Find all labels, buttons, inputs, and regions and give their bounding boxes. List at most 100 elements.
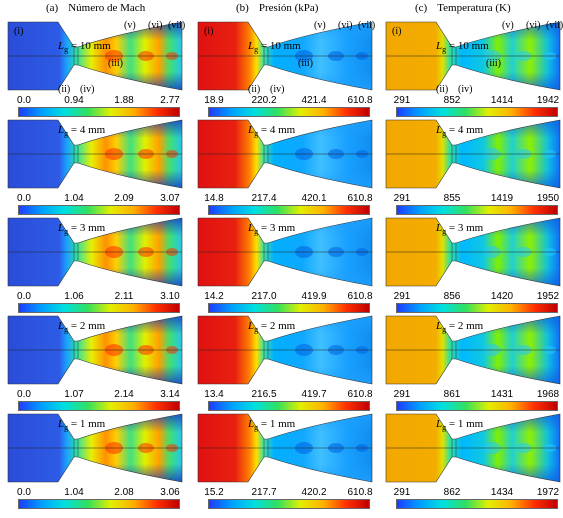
pressure-contour-panel — [196, 216, 374, 288]
nozzle-outline — [197, 119, 373, 189]
nozzle-outline — [7, 315, 183, 385]
colorbar-tick-label: 291 — [393, 291, 411, 302]
colorbar-tick-label: 2.77 — [160, 95, 180, 106]
colorbar-tick-label: 0.0 — [17, 389, 31, 400]
gap-length-label: Lg = 4 mm — [58, 124, 105, 138]
temperature-colorbar-ticks: 291 861 1431 1968 — [394, 389, 559, 400]
temperature-column-header: (c) Temperatura (K) — [415, 2, 511, 14]
colorbar-tick-label: 419.7 — [301, 389, 327, 400]
colorbar-tick-label: 610.8 — [347, 193, 373, 204]
annotation-v: (v) — [502, 20, 514, 31]
temperature-contour-plot — [385, 413, 561, 483]
annotation-vi: (vi) — [148, 20, 163, 31]
annotation-v: (v) — [124, 20, 136, 31]
annotation-v: (v) — [314, 20, 326, 31]
gap-length-value: = 3 mm — [448, 222, 484, 234]
gap-length-value: = 10 mm — [448, 40, 489, 52]
colorbar-tick-label: 2.08 — [114, 487, 134, 498]
gap-length-subscript: g — [442, 423, 447, 433]
colorbar-tick-label: 18.9 — [204, 95, 224, 106]
gap-length-subscript: g — [442, 45, 447, 55]
nozzle-outline — [7, 119, 183, 189]
gap-length-label: Lg = 10 mm — [58, 40, 111, 54]
colorbar-tick-label: 1431 — [490, 389, 514, 400]
colorbar-tick-label: 1972 — [536, 487, 560, 498]
mach-colorbar-ticks: 0.0 0.94 1.88 2.77 — [17, 95, 180, 106]
mach-contour-panel — [6, 412, 184, 484]
pressure-colorbar-ticks: 18.9 220.2 421.4 610.8 — [204, 95, 372, 106]
temperature-contour-panel — [384, 20, 562, 92]
annotation-i: (i) — [392, 26, 402, 37]
gap-length-subscript: g — [254, 129, 259, 139]
gap-length-symbol: L — [58, 320, 65, 332]
mach-column-title: Número de Mach — [68, 2, 146, 14]
temperature-column-title: Temperatura (K) — [437, 2, 511, 14]
temperature-contour-panel — [384, 118, 562, 190]
colorbar-tick-label: 3.07 — [160, 193, 180, 204]
nozzle-outline — [385, 217, 561, 287]
mach-contour-panel — [6, 314, 184, 386]
gap-length-symbol: L — [436, 320, 443, 332]
gap-length-subscript: g — [64, 45, 69, 55]
colorbar-tick-label: 861 — [443, 389, 461, 400]
gap-length-symbol: L — [436, 124, 443, 136]
pressure-column-title: Presión (kPa) — [258, 2, 319, 14]
gap-length-value: = 10 mm — [70, 40, 111, 52]
colorbar-tick-label: 1.07 — [64, 389, 84, 400]
colorbar-tick-label: 220.2 — [251, 95, 277, 106]
colorbar-tick-label: 610.8 — [347, 389, 373, 400]
colorbar-tick-label: 217.7 — [251, 487, 277, 498]
temperature-contour-plot — [385, 217, 561, 287]
annotation-i: (i) — [14, 26, 24, 37]
gap-length-value: = 2 mm — [448, 320, 484, 332]
temperature-colorbar — [396, 303, 558, 313]
colorbar-tick-label: 291 — [393, 193, 411, 204]
nozzle-outline — [7, 21, 183, 91]
pressure-colorbar — [208, 107, 370, 117]
colorbar-tick-label: 3.06 — [160, 487, 180, 498]
mach-contour-plot — [7, 21, 183, 91]
annotation-ii: (ii) — [436, 84, 449, 95]
colorbar-tick-label: 13.4 — [204, 389, 224, 400]
colorbar-tick-label: 610.8 — [347, 291, 373, 302]
colorbar-tick-label: 862 — [443, 487, 461, 498]
nozzle-outline — [197, 413, 373, 483]
colorbar-tick-label: 420.2 — [301, 487, 327, 498]
temperature-colorbar — [396, 205, 558, 215]
gap-length-subscript: g — [64, 129, 69, 139]
temperature-contour-panel — [384, 216, 562, 288]
mach-contour-plot — [7, 315, 183, 385]
nozzle-outline — [385, 315, 561, 385]
colorbar-tick-label: 419.9 — [301, 291, 327, 302]
mach-column-letter: (a) — [46, 2, 59, 14]
nozzle-outline — [7, 413, 183, 483]
temperature-colorbar — [396, 499, 558, 509]
pressure-colorbar — [208, 401, 370, 411]
annotation-iii: (iii) — [486, 58, 501, 69]
gap-length-symbol: L — [248, 124, 255, 136]
mach-contour-panel — [6, 118, 184, 190]
mach-colorbar-ticks: 0.0 1.07 2.14 3.14 — [17, 389, 180, 400]
colorbar-tick-label: 2.09 — [114, 193, 134, 204]
gap-length-label: Lg = 4 mm — [436, 124, 483, 138]
annotation-i: (i) — [204, 26, 214, 37]
gap-length-label: Lg = 1 mm — [436, 418, 483, 432]
gap-length-subscript: g — [442, 129, 447, 139]
gap-length-subscript: g — [64, 325, 69, 335]
colorbar-tick-label: 14.8 — [204, 193, 224, 204]
annotation-iv: (iv) — [270, 84, 285, 95]
annotation-vii: (vii) — [168, 20, 186, 31]
annotation-iii: (iii) — [298, 58, 313, 69]
colorbar-tick-label: 217.4 — [251, 193, 277, 204]
gap-length-symbol: L — [436, 222, 443, 234]
annotation-vi: (vi) — [526, 20, 541, 31]
mach-colorbar-ticks: 0.0 1.04 2.08 3.06 — [17, 487, 180, 498]
gap-length-symbol: L — [248, 222, 255, 234]
gap-length-label: Lg = 3 mm — [436, 222, 483, 236]
gap-length-subscript: g — [64, 423, 69, 433]
colorbar-tick-label: 610.8 — [347, 95, 373, 106]
temperature-contour-panel — [384, 412, 562, 484]
colorbar-tick-label: 1419 — [490, 193, 514, 204]
colorbar-tick-label: 856 — [443, 291, 461, 302]
pressure-contour-plot — [197, 21, 373, 91]
